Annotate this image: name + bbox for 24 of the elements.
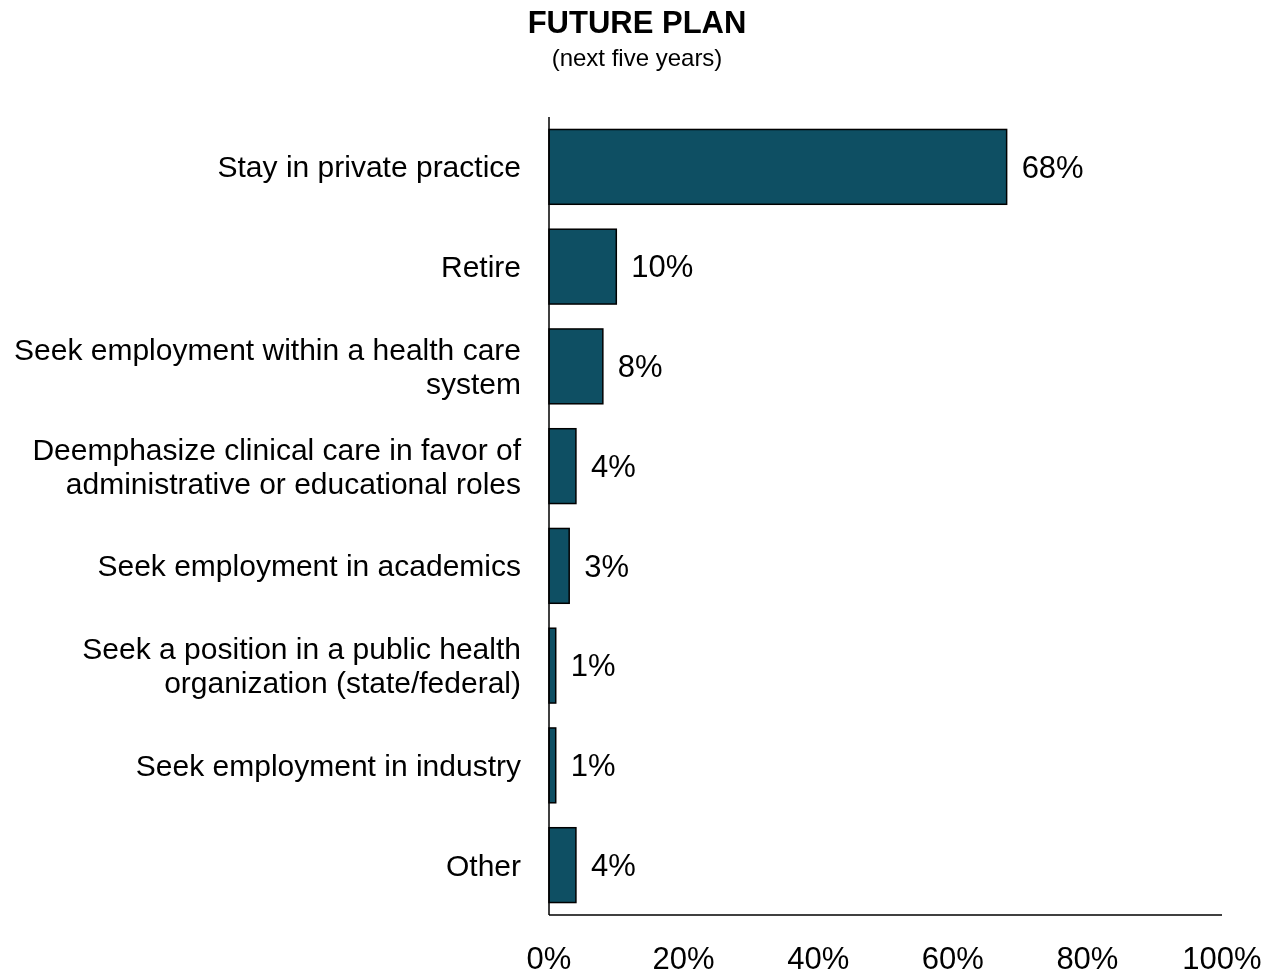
data-label: 4% xyxy=(590,448,636,484)
y-tick-label: Stay in private practice xyxy=(217,150,521,184)
data-label: 1% xyxy=(570,648,616,684)
y-tick-label: Seek employment within a health care system xyxy=(14,332,521,400)
x-tick-label: 60% xyxy=(921,941,984,972)
data-label: 68% xyxy=(1021,149,1084,185)
y-tick-label: Seek employment in industry xyxy=(135,748,521,782)
x-tick-label: 100% xyxy=(1182,941,1262,972)
chart-title: FUTURE PLAN xyxy=(527,5,747,40)
data-label: 10% xyxy=(631,249,694,285)
y-tick-label: Other xyxy=(445,848,522,882)
data-label: 4% xyxy=(590,847,636,883)
x-tick-label: 40% xyxy=(787,941,850,972)
chart-subtitle: (next five years) xyxy=(551,44,723,71)
y-tick-label: Retire xyxy=(440,250,521,284)
data-label: 8% xyxy=(617,349,663,385)
x-tick-label: 0% xyxy=(526,941,572,972)
x-tick-label: 80% xyxy=(1056,941,1119,972)
y-tick-label: Seek a position in a public health organization (state/federal) xyxy=(82,632,521,700)
y-tick-label: Deemphasize clinical care in favor of administrative or educational roles xyxy=(32,432,522,500)
x-tick-label: 20% xyxy=(652,941,715,972)
data-label: 1% xyxy=(570,748,616,784)
data-label: 3% xyxy=(584,548,629,584)
y-tick-label: Seek employment in academics xyxy=(97,549,521,583)
